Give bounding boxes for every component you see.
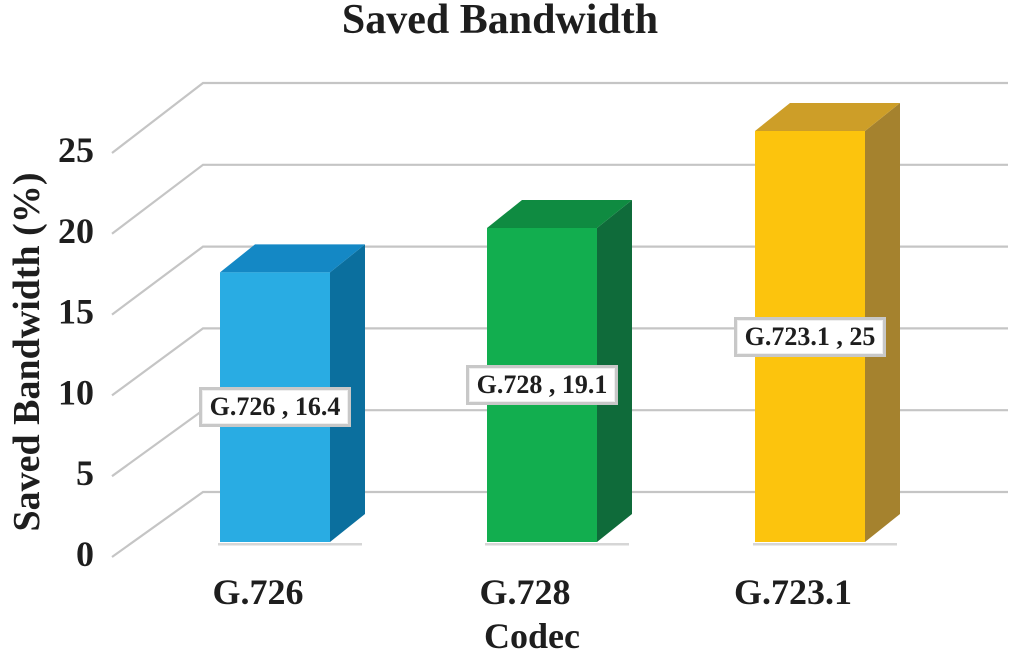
gridline-20: [111, 163, 1008, 235]
y-tick-label-25: 25: [58, 130, 94, 170]
y-tick-label-0: 0: [76, 534, 94, 574]
bar-top-face: [220, 244, 365, 273]
chart-title: Saved Bandwidth: [341, 0, 659, 43]
data-label-G.726: G.726 , 16.4: [199, 387, 351, 428]
y-tick-label-20: 20: [58, 211, 94, 251]
data-label-G.728: G.728 , 19.1: [466, 364, 618, 405]
data-label-G.723.1: G.723.1 , 25: [734, 316, 886, 357]
gridline-15: [111, 245, 1008, 316]
category-label-G.723.1: G.723.1: [734, 572, 852, 612]
x-axis-title: Codec: [484, 616, 580, 653]
y-tick-label-5: 5: [76, 453, 94, 493]
category-label-G.728: G.728: [479, 572, 570, 612]
y-tick-label-10: 10: [58, 372, 94, 412]
bar-top-face: [487, 199, 632, 228]
gridline-25: [111, 81, 1008, 154]
y-tick-label-15: 15: [58, 292, 94, 332]
category-label-G.726: G.726: [212, 572, 303, 612]
bar-top-face: [755, 103, 900, 131]
gridline-0: [111, 490, 1008, 558]
